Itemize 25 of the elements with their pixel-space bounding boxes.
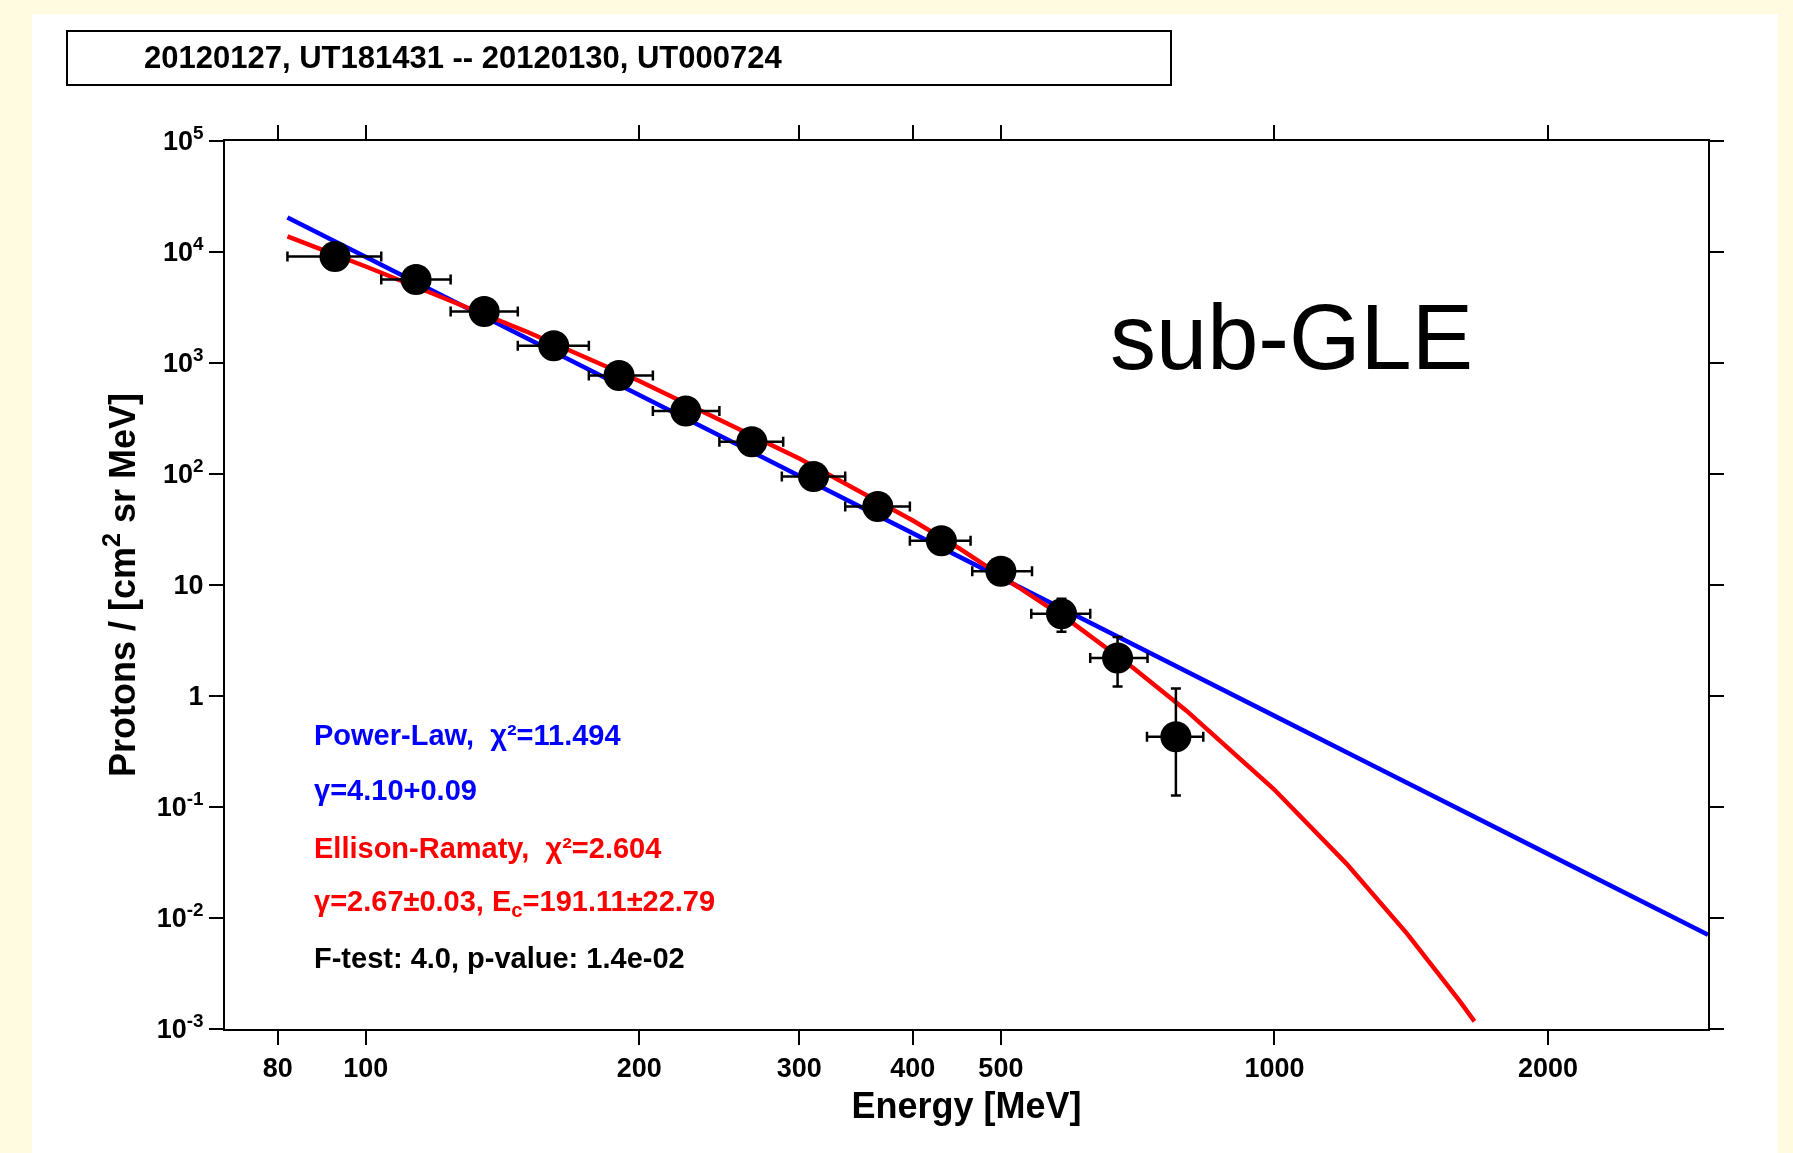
y-tick-label: 10$^{-3}$ [156, 1010, 204, 1045]
y-tick-label: 10 [173, 570, 204, 601]
annotation: Power-Law, χ²=11.494 [314, 719, 621, 751]
y-tick-label: 10$^{5}$ [163, 122, 204, 157]
x-axis-title: Energy [MeV] [851, 1084, 1082, 1126]
x-tick-label: 80 [262, 1053, 293, 1084]
x-tick-label: 100 [343, 1053, 389, 1084]
annotation: F-test: 4.0, p-value: 1.4e-02 [314, 942, 685, 974]
annotation: Ellison-Ramaty, χ²=2.604 [314, 832, 662, 864]
x-tick-label: 400 [890, 1053, 936, 1084]
y-tick-label: 10$^{3}$ [163, 344, 204, 379]
chart-title: 20120127, UT181431 -- 20120130, UT000724 [66, 30, 1172, 86]
y-tick-label: 1 [188, 681, 204, 712]
annotation: γ=2.67±0.03, E$_{c}$=191.11±22.79 [314, 885, 716, 922]
y-tick-label: 10$^{-2}$ [156, 899, 204, 934]
x-tick-label: 500 [978, 1053, 1024, 1084]
x-tick-label: 200 [616, 1053, 662, 1084]
annotation: sub-GLE [1110, 286, 1474, 388]
y-tick-label: 10$^{2}$ [163, 455, 204, 490]
x-tick-label: 1000 [1244, 1053, 1305, 1084]
x-tick-label: 300 [776, 1053, 822, 1084]
annotation: γ=4.10+0.09 [314, 774, 477, 806]
y-tick-label: 10$^{4}$ [163, 233, 205, 268]
y-tick-label: 10$^{-1}$ [156, 788, 204, 823]
x-tick-label: 2000 [1517, 1053, 1579, 1084]
